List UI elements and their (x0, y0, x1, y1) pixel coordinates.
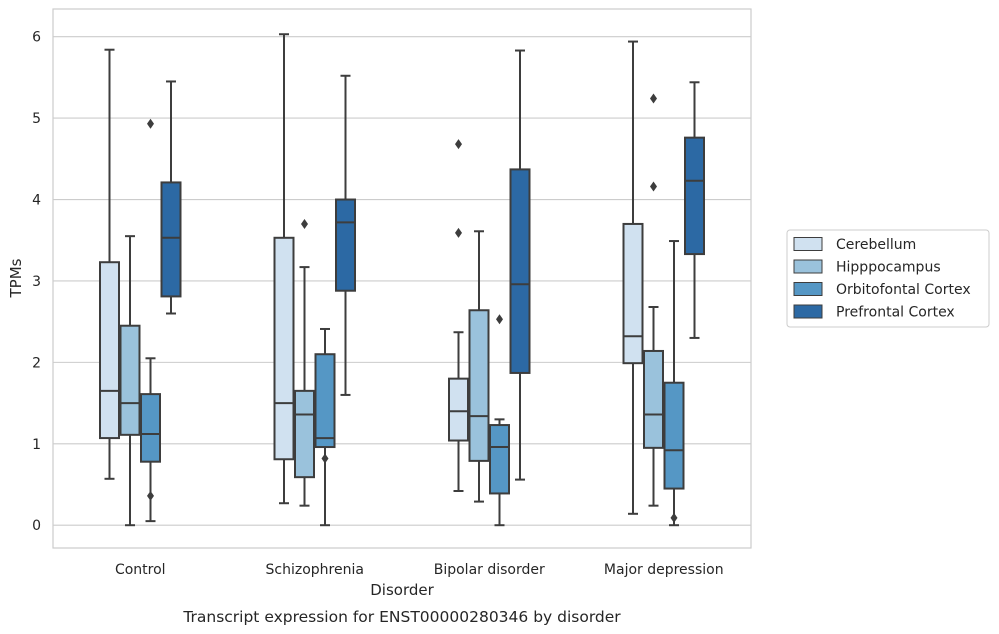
box-3-1 (643, 93, 664, 507)
outlier-point (301, 218, 308, 229)
legend: Cerebellum Hipppocampus Orbitofontal Corte… (786, 229, 990, 328)
legend-label: Prefrontal Cortex (836, 305, 955, 321)
box-3-3 (684, 81, 705, 339)
outlier-point (650, 93, 657, 104)
legend-swatch (793, 237, 823, 251)
legend-swatch (793, 282, 823, 296)
outlier-point (147, 118, 154, 129)
outlier-point (496, 314, 503, 325)
legend-swatch (793, 304, 823, 319)
y-tick-label: 5 (32, 111, 41, 127)
box-body (335, 198, 356, 292)
box-body (140, 393, 161, 463)
x-tick-label: Schizophrenia (266, 562, 364, 578)
x-tick-label: Bipolar disorder (434, 562, 545, 578)
legend-label: Hipppocampus (836, 260, 941, 276)
box-body (622, 222, 644, 365)
box-1-3 (335, 74, 356, 396)
box-body (273, 236, 295, 461)
box-body (314, 353, 336, 449)
box-body (160, 181, 182, 298)
box-1-1 (294, 218, 315, 507)
box-1-0 (273, 33, 295, 505)
x-tick-label: Major depression (604, 562, 724, 578)
box-0-3 (160, 80, 182, 315)
y-tick-label: 4 (32, 193, 41, 209)
x-tick-label: Control (115, 562, 166, 578)
legend-swatch (793, 259, 823, 274)
y-tick-labels: 0 1 2 3 4 5 6 (32, 30, 41, 535)
box-3-0 (622, 40, 644, 515)
box-3-2 (663, 240, 685, 527)
box-1-2 (314, 327, 336, 527)
box-0-2 (140, 118, 161, 523)
x-axis-label: Disorder (370, 581, 434, 599)
y-tick-label: 0 (32, 518, 41, 534)
box-2-0 (448, 139, 469, 493)
box-body (643, 349, 664, 449)
box-body (294, 389, 315, 479)
box-body (684, 136, 705, 256)
plot-frame (52, 8, 752, 549)
legend-label: Orbitofontal Cortex (836, 282, 971, 298)
legend-label: Cerebellum (836, 237, 916, 253)
box-2-3 (509, 49, 531, 481)
outlier-point (670, 512, 678, 523)
outlier-point (455, 139, 462, 150)
boxes-layer (99, 33, 705, 527)
box-body (448, 377, 469, 442)
y-tick-label: 6 (32, 30, 41, 46)
outlier-point (321, 453, 329, 464)
outlier-point (650, 181, 657, 192)
y-axis-label: TPMs (7, 258, 25, 298)
box-body (468, 309, 490, 462)
box-body (489, 424, 510, 495)
box-2-2 (489, 314, 510, 527)
legend-frame (786, 229, 990, 328)
box-body (509, 168, 531, 374)
box-0-0 (99, 48, 120, 480)
box-body (119, 324, 141, 436)
y-tick-label: 3 (32, 274, 41, 290)
box-2-1 (468, 230, 490, 503)
x-tick-labels: Control Schizophrenia Bipolar disorder Majo… (115, 562, 724, 578)
box-0-1 (119, 235, 141, 527)
outlier-point (455, 227, 462, 238)
y-tick-label: 2 (32, 355, 41, 371)
y-tick-label: 1 (32, 437, 41, 453)
outlier-point (147, 490, 154, 501)
chart-caption: Transcript expression for ENST0000028034… (182, 608, 621, 626)
box-body (663, 381, 685, 490)
box-body (99, 261, 120, 440)
